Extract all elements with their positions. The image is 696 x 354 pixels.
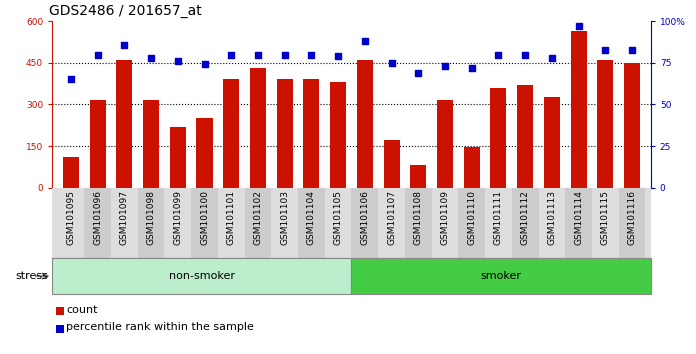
Point — [493, 52, 504, 57]
Text: GSM101114: GSM101114 — [574, 190, 583, 245]
Point — [92, 52, 103, 57]
Point — [253, 52, 264, 57]
Bar — [244, 188, 271, 258]
Bar — [276, 80, 293, 188]
Text: GSM101096: GSM101096 — [93, 190, 102, 245]
Text: GSM101100: GSM101100 — [200, 190, 209, 245]
Bar — [170, 127, 186, 188]
Bar — [351, 258, 651, 294]
Point — [119, 42, 130, 47]
Text: GSM101115: GSM101115 — [601, 190, 610, 245]
Bar — [325, 188, 351, 258]
Bar — [298, 188, 325, 258]
Bar — [592, 188, 619, 258]
Text: GSM101104: GSM101104 — [307, 190, 316, 245]
Bar — [191, 188, 218, 258]
Bar — [410, 165, 426, 188]
Point — [386, 60, 397, 66]
Bar — [196, 118, 212, 188]
Bar — [111, 188, 138, 258]
Point — [573, 23, 584, 29]
Bar — [250, 68, 266, 188]
Bar — [624, 63, 640, 188]
Text: GSM101099: GSM101099 — [173, 190, 182, 245]
Point — [626, 47, 638, 52]
Text: GSM101107: GSM101107 — [387, 190, 396, 245]
Point — [413, 70, 424, 76]
Bar — [218, 188, 244, 258]
Text: GSM101108: GSM101108 — [414, 190, 422, 245]
Text: non-smoker: non-smoker — [169, 271, 235, 281]
Point — [359, 38, 370, 44]
Bar — [571, 31, 587, 188]
Bar — [84, 188, 111, 258]
Point — [145, 55, 157, 61]
Text: percentile rank within the sample: percentile rank within the sample — [66, 322, 254, 332]
Text: GSM101101: GSM101101 — [227, 190, 236, 245]
Bar — [63, 157, 79, 188]
Bar — [58, 188, 84, 258]
Bar — [351, 188, 378, 258]
Point — [172, 58, 183, 64]
Text: GSM101098: GSM101098 — [147, 190, 156, 245]
Text: stress: stress — [16, 271, 49, 281]
Text: GSM101109: GSM101109 — [441, 190, 450, 245]
Bar — [330, 82, 346, 188]
Bar — [597, 60, 613, 188]
Text: GSM101112: GSM101112 — [521, 190, 530, 245]
Text: GDS2486 / 201657_at: GDS2486 / 201657_at — [49, 4, 201, 18]
Text: GSM101095: GSM101095 — [66, 190, 75, 245]
Point — [279, 52, 290, 57]
Text: GSM101103: GSM101103 — [280, 190, 289, 245]
Text: GSM101113: GSM101113 — [547, 190, 556, 245]
Bar — [138, 188, 164, 258]
Point — [520, 52, 531, 57]
Bar — [143, 100, 159, 188]
Bar — [303, 80, 319, 188]
Bar — [464, 147, 480, 188]
Point — [466, 65, 477, 71]
Text: GSM101106: GSM101106 — [361, 190, 370, 245]
Text: GSM101111: GSM101111 — [494, 190, 503, 245]
Point — [439, 63, 450, 69]
Bar — [565, 188, 592, 258]
Bar — [52, 258, 351, 294]
Bar — [539, 188, 565, 258]
Bar — [437, 100, 453, 188]
Bar — [517, 85, 533, 188]
Bar — [116, 60, 132, 188]
Bar — [432, 188, 459, 258]
Bar — [271, 188, 298, 258]
Bar — [223, 80, 239, 188]
Text: smoker: smoker — [481, 271, 521, 281]
Point — [199, 62, 210, 67]
Bar — [90, 100, 106, 188]
Point — [65, 77, 77, 82]
Bar — [378, 188, 405, 258]
Bar — [619, 188, 645, 258]
Bar — [405, 188, 432, 258]
Bar — [485, 188, 512, 258]
Text: count: count — [66, 305, 97, 315]
Text: GSM101116: GSM101116 — [628, 190, 637, 245]
Bar — [164, 188, 191, 258]
Bar — [491, 88, 507, 188]
Text: GSM101110: GSM101110 — [467, 190, 476, 245]
Text: GSM101105: GSM101105 — [333, 190, 342, 245]
Bar — [383, 141, 400, 188]
Bar — [544, 97, 560, 188]
Point — [546, 55, 557, 61]
Bar — [357, 60, 373, 188]
Text: GSM101102: GSM101102 — [253, 190, 262, 245]
Point — [306, 52, 317, 57]
Bar — [512, 188, 539, 258]
Point — [333, 53, 344, 59]
Point — [226, 52, 237, 57]
Point — [600, 47, 611, 52]
Text: GSM101097: GSM101097 — [120, 190, 129, 245]
Bar — [459, 188, 485, 258]
